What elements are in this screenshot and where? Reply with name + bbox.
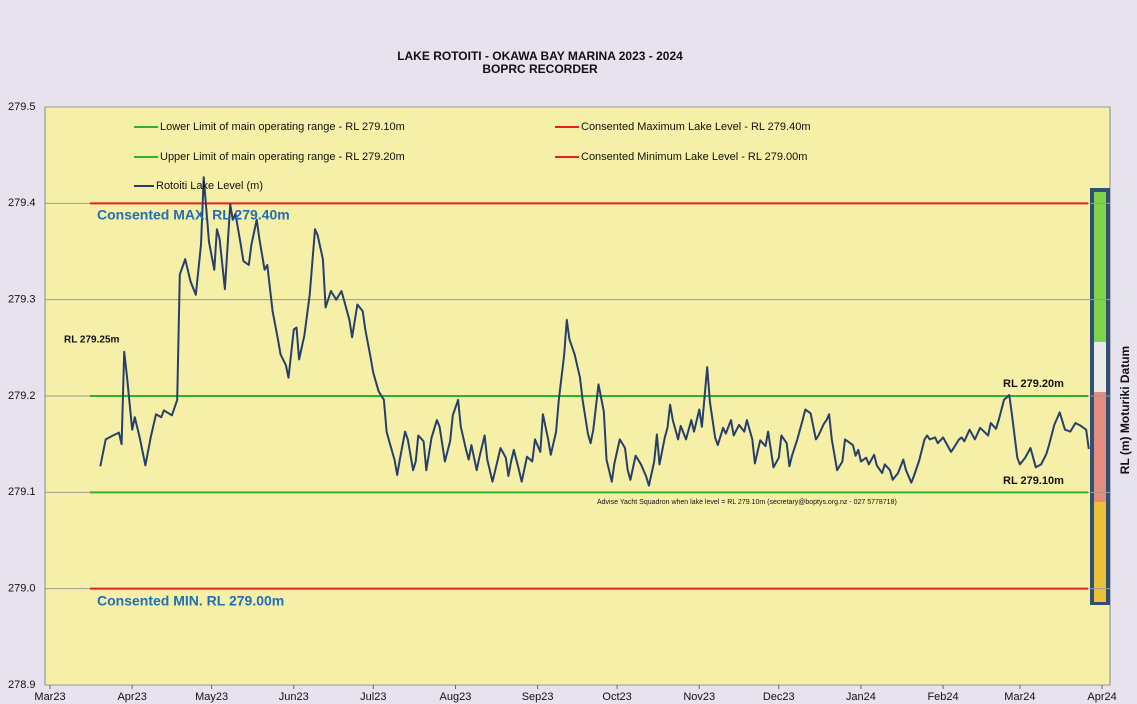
gauge-photo [1090, 188, 1110, 605]
annotation: Advise Yacht Squadron when lake level = … [597, 499, 897, 506]
annotation: Consented MAX. RL 279.40m [97, 207, 290, 223]
annotation: RL 279.25m [64, 335, 120, 346]
x-tick-label: Mar24 [1004, 691, 1035, 703]
y-tick-label: 279.1 [8, 486, 36, 498]
y-tick-label: 278.9 [8, 679, 36, 691]
x-tick-label: Apr23 [117, 691, 146, 703]
x-tick-label: Dec23 [763, 691, 795, 703]
x-tick-label: May23 [195, 691, 228, 703]
y-tick-label: 279.0 [8, 583, 36, 595]
y-tick-label: 279.4 [8, 197, 36, 209]
legend-label: Consented Minimum Lake Level - RL 279.00… [581, 151, 807, 163]
y-tick-label: 279.3 [8, 294, 36, 306]
x-tick-label: Mar23 [34, 691, 65, 703]
chart-title: LAKE ROTOITI - OKAWA BAY MARINA 2023 - 2… [397, 49, 683, 63]
x-tick-label: Sep23 [522, 691, 554, 703]
legend-label: Consented Maximum Lake Level - RL 279.40… [581, 121, 811, 133]
chart-subtitle: BOPRC RECORDER [482, 62, 598, 76]
annotation: Consented MIN. RL 279.00m [97, 593, 284, 609]
annotation: RL 279.20m [1003, 378, 1064, 390]
x-tick-label: Apr24 [1087, 691, 1116, 703]
x-tick-label: Jul23 [360, 691, 386, 703]
y-tick-label: 279.5 [8, 101, 36, 113]
x-tick-label: Jan24 [846, 691, 876, 703]
legend-label: Upper Limit of main operating range - RL… [160, 151, 405, 163]
x-tick-label: Oct23 [602, 691, 631, 703]
legend-label: Rotoiti Lake Level (m) [156, 180, 263, 192]
x-tick-label: Nov23 [683, 691, 715, 703]
y-axis-label: RL (m) Moturiki Datum [1118, 346, 1132, 474]
series-line [99, 176, 1090, 487]
x-tick-label: Jun23 [279, 691, 309, 703]
annotation: RL 279.10m [1003, 475, 1064, 487]
x-tick-label: Feb24 [927, 691, 958, 703]
x-tick-label: Aug23 [440, 691, 472, 703]
y-tick-label: 279.2 [8, 390, 36, 402]
legend-label: Lower Limit of main operating range - RL… [160, 121, 405, 133]
